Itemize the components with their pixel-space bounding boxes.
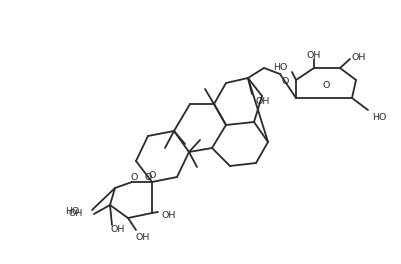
Text: O: O — [282, 78, 289, 87]
Text: O: O — [322, 82, 330, 91]
Text: OH: OH — [69, 210, 83, 219]
Text: O: O — [144, 173, 152, 182]
Text: OH: OH — [136, 233, 150, 242]
Text: HO: HO — [273, 64, 288, 73]
Text: OH: OH — [162, 210, 176, 219]
Text: OH: OH — [352, 53, 367, 62]
Text: OH: OH — [256, 97, 270, 106]
Text: O: O — [130, 173, 138, 182]
Text: O: O — [148, 172, 156, 181]
Text: OH: OH — [307, 50, 321, 59]
Text: HO: HO — [372, 114, 387, 122]
Text: HO: HO — [66, 206, 80, 215]
Text: OH: OH — [111, 225, 125, 234]
